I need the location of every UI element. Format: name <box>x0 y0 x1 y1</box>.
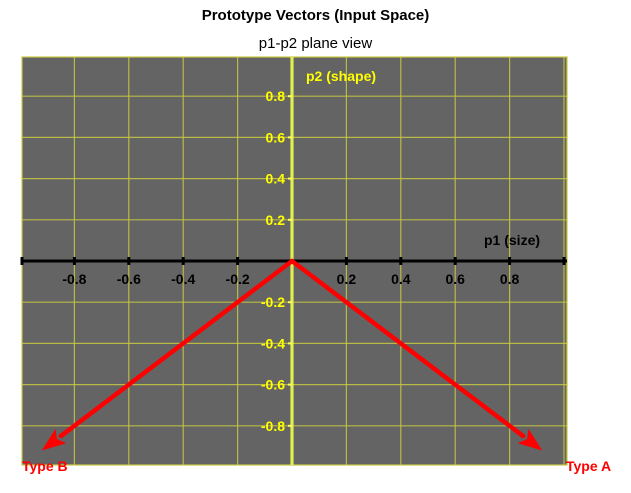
x-tick-label: -0.6 <box>117 271 141 287</box>
x-tick-label: 0.6 <box>445 271 465 287</box>
x-tick-label: -0.4 <box>171 271 195 287</box>
y-tick-label: 0.6 <box>266 129 286 145</box>
chart-subtitle: p1-p2 plane view <box>258 35 373 52</box>
y-tick-label: -0.2 <box>261 294 285 310</box>
type-b-label: Type B <box>22 458 68 474</box>
tick-labels: -0.8 -0.6 -0.4 -0.2 0.2 0.4 0.6 0.8 0.8 0.6 0.4 0.2… <box>62 88 519 434</box>
x-tick-label: 0.4 <box>391 271 411 287</box>
x-axis-label: p1 (size) <box>484 232 540 248</box>
type-a-vector-shaft <box>289 258 526 439</box>
x-tick-label: -0.2 <box>226 271 250 287</box>
type-a-vector-head <box>517 428 543 451</box>
y-tick-label: -0.6 <box>261 377 285 393</box>
y-tick-label: 0.4 <box>266 171 286 187</box>
y-tick-label: -0.8 <box>261 418 285 434</box>
type-b-vector-head <box>41 428 67 451</box>
prototype-vectors <box>41 258 543 451</box>
y-axis-label: p2 (shape) <box>306 68 376 84</box>
x-tick-label: 0.2 <box>337 271 357 287</box>
type-a-label: Type A <box>566 458 612 474</box>
chart-title: Prototype Vectors (Input Space) <box>201 7 430 24</box>
type-b-vector-shaft <box>58 258 295 439</box>
y-tick-label: 0.8 <box>266 88 286 104</box>
y-tick-label: -0.4 <box>261 335 285 351</box>
x-tick-label: -0.8 <box>62 271 86 287</box>
y-tick-label: 0.2 <box>266 212 286 228</box>
x-tick-label: 0.8 <box>500 271 520 287</box>
